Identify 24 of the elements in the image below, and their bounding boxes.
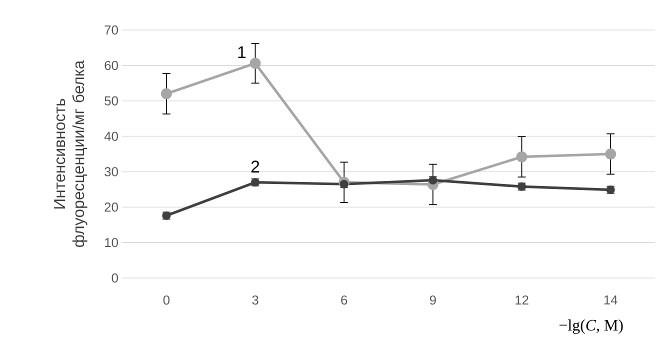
y-tick-label: 10 [105,238,118,248]
point [428,176,438,185]
point [605,148,616,160]
x-tick-label: 6 [341,295,348,305]
point [340,180,348,188]
point [516,151,528,162]
y-tick-label: 60 [104,60,118,70]
x-tick-label: 9 [430,295,436,305]
x-tick-label: 12 [516,295,528,305]
x-tick-label: 14 [604,295,618,304]
x-axis-title: −lg(C, M) [560,319,623,334]
point [250,58,261,69]
x-tick-label: 0 [163,295,170,305]
y-tick-label: 20 [104,202,118,212]
y-axis-title: Интенсивность флуоресценции/мг белка [54,60,88,247]
series-label: 2 [251,160,260,172]
y-tick-label: 70 [104,25,118,35]
y-tick-label: 50 [104,96,118,106]
point [160,88,172,100]
y-tick-label: 40 [104,132,118,141]
x-tick-label: 3 [252,295,258,305]
series-label: 1 [238,46,246,58]
y-tick-label: 30 [104,167,118,176]
y-tick-label: 0 [112,273,118,283]
